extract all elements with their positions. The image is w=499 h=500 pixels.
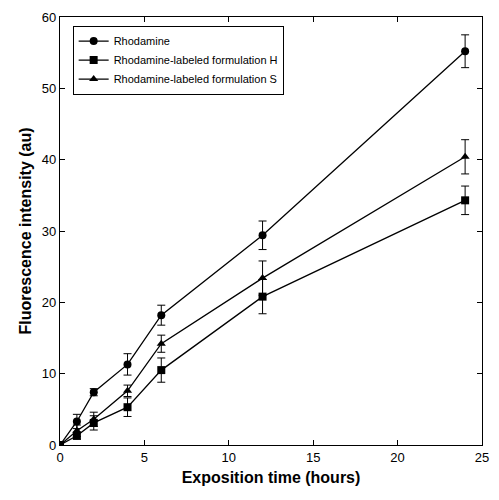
svg-text:Fluorescence intensity (au): Fluorescence intensity (au)	[17, 127, 34, 334]
svg-text:30: 30	[42, 224, 56, 239]
svg-text:15: 15	[306, 450, 320, 465]
svg-text:Rhodamine: Rhodamine	[114, 35, 170, 47]
svg-text:0: 0	[56, 450, 63, 465]
svg-text:25: 25	[475, 450, 489, 465]
svg-text:20: 20	[390, 450, 404, 465]
svg-text:50: 50	[42, 81, 56, 96]
svg-text:Exposition time (hours): Exposition time (hours)	[182, 469, 361, 486]
svg-text:Rhodamine-labeled formulation: Rhodamine-labeled formulation H	[114, 54, 278, 66]
svg-text:0: 0	[49, 438, 56, 453]
svg-text:60: 60	[42, 10, 56, 25]
svg-text:20: 20	[42, 295, 56, 310]
svg-text:10: 10	[222, 450, 236, 465]
svg-text:10: 10	[42, 366, 56, 381]
svg-text:5: 5	[141, 450, 148, 465]
svg-text:40: 40	[42, 152, 56, 167]
svg-text:Rhodamine-labeled formulation: Rhodamine-labeled formulation S	[114, 73, 277, 85]
